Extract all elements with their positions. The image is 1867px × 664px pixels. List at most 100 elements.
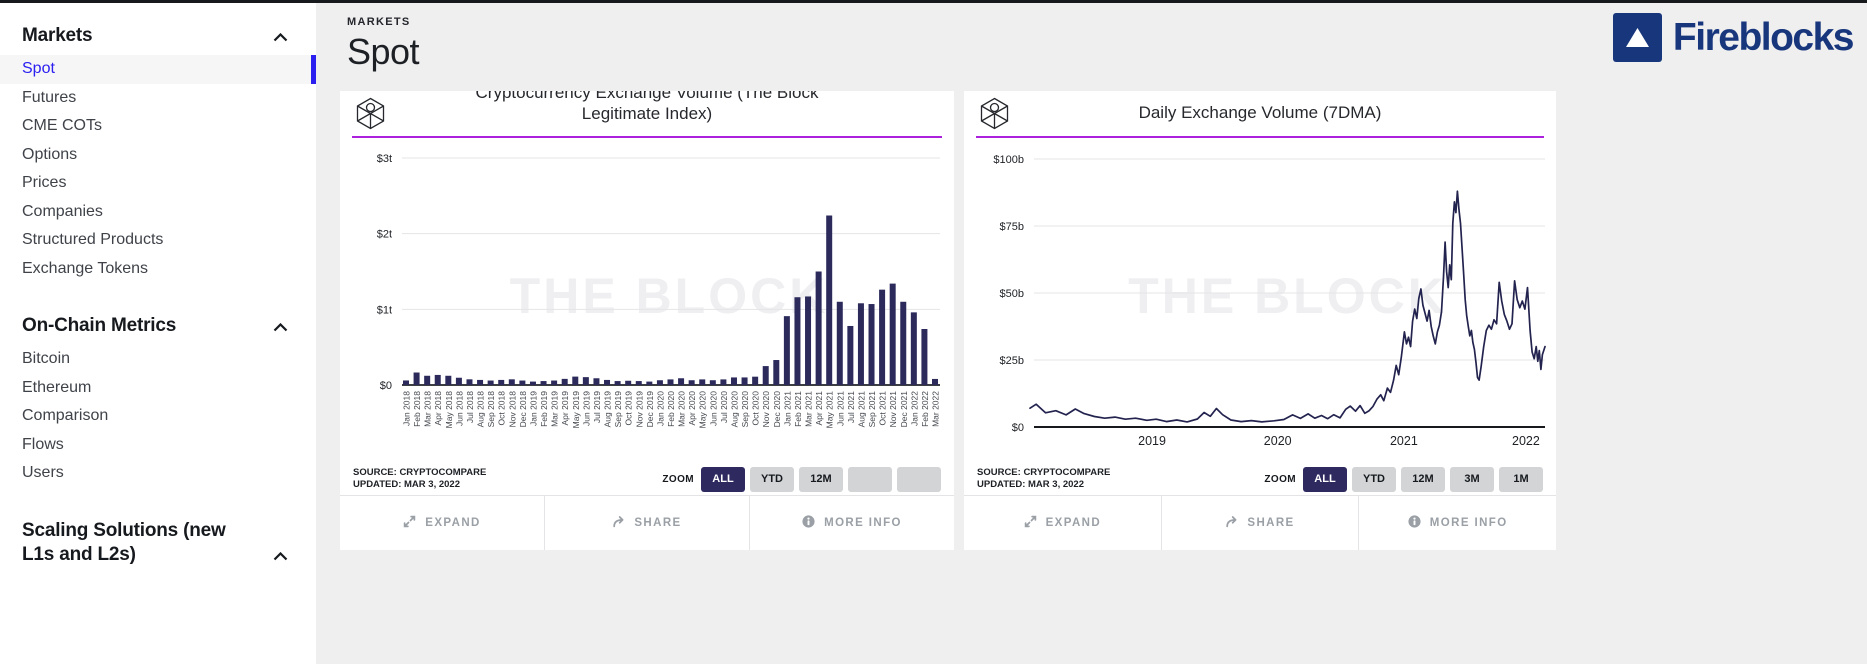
svg-text:Jun 2019: Jun 2019 bbox=[581, 391, 591, 426]
sidebar-section-title: On-Chain Metrics bbox=[22, 315, 177, 336]
svg-text:Nov 2021: Nov 2021 bbox=[888, 391, 898, 428]
svg-text:Jan 2020: Jan 2020 bbox=[655, 391, 665, 426]
svg-text:Jan 2022: Jan 2022 bbox=[909, 391, 919, 426]
svg-text:Jun 2020: Jun 2020 bbox=[708, 391, 718, 426]
chevron-up-icon bbox=[273, 323, 288, 332]
zoom-controls: ZOOM ALL YTD 12M 3M 1M bbox=[1264, 466, 1543, 492]
zoom-button-3m[interactable]: 3M bbox=[1450, 466, 1494, 492]
footer-button-label: MORE INFO bbox=[1429, 517, 1508, 529]
svg-text:May 2018: May 2018 bbox=[444, 391, 454, 429]
sidebar-section-header-on-chain-metrics[interactable]: On-Chain Metrics bbox=[0, 307, 316, 345]
zoom-button-all[interactable]: ALL bbox=[701, 466, 745, 492]
svg-text:Dec 2019: Dec 2019 bbox=[645, 391, 655, 428]
svg-text:$50b: $50b bbox=[1000, 288, 1024, 300]
zoom-button-all[interactable]: ALL bbox=[1303, 466, 1347, 492]
sidebar-item-exchange-tokens[interactable]: Exchange Tokens bbox=[22, 259, 149, 277]
sidebar-item-structured-products[interactable]: Structured Products bbox=[22, 231, 164, 248]
svg-text:$3t: $3t bbox=[377, 153, 392, 165]
footer-button-label: SHARE bbox=[1247, 517, 1295, 529]
main-content: MARKETS Spot Fireblocks Cryptocurrency E… bbox=[316, 3, 1867, 664]
the-block-logo-icon bbox=[980, 97, 1009, 135]
svg-text:Mar 2019: Mar 2019 bbox=[550, 391, 560, 427]
sidebar-section: On-Chain Metrics Bitcoin Ethereum Compariso… bbox=[0, 307, 316, 488]
share-button[interactable]: SHARE bbox=[544, 496, 749, 550]
sidebar-item-options[interactable]: Options bbox=[22, 145, 78, 163]
zoom-button-1m[interactable]: 1M bbox=[1499, 466, 1543, 492]
line-chart-daily-volume[interactable]: THE BLOCK $0 $25b $50b $75b $100b 2019 2020 2021… bbox=[964, 138, 1556, 463]
chart-meta-row: SOURCE: CRYPTOCOMPARE UPDATED: MAR 3, 20… bbox=[340, 463, 954, 495]
info-icon bbox=[802, 515, 815, 531]
footer-button-label: EXPAND bbox=[1045, 517, 1102, 529]
more-info-button[interactable]: MORE INFO bbox=[749, 496, 954, 550]
svg-text:Feb 2019: Feb 2019 bbox=[539, 391, 549, 427]
sidebar-item-prices[interactable]: Prices bbox=[22, 174, 67, 191]
svg-text:2021: 2021 bbox=[1390, 434, 1418, 448]
svg-text:$75b: $75b bbox=[1000, 221, 1024, 233]
updated-line: UPDATED: MAR 3, 2022 bbox=[977, 479, 1084, 490]
sidebar-item-bitcoin[interactable]: Bitcoin bbox=[22, 350, 71, 367]
sidebar-item-futures[interactable]: Futures bbox=[22, 88, 77, 106]
fireblocks-logo: Fireblocks bbox=[1612, 13, 1855, 62]
svg-text:Oct 2021: Oct 2021 bbox=[878, 391, 888, 426]
card-footer: EXPAND SHARE MORE INFO bbox=[340, 495, 954, 550]
chart-title-line1: Cryptocurrency Exchange Volume (The Bloc… bbox=[475, 91, 819, 102]
svg-text:Jun 2018: Jun 2018 bbox=[454, 391, 464, 426]
chart-title-line1: Daily Exchange Volume (7DMA) bbox=[1138, 103, 1382, 122]
chart-card-daily-volume: Daily Exchange Volume (7DMA) THE BLOCK $0… bbox=[964, 91, 1556, 550]
sidebar-item-ethereum[interactable]: Ethereum bbox=[22, 378, 92, 396]
chart-card-header: Cryptocurrency Exchange Volume (The Bloc… bbox=[340, 91, 954, 136]
share-icon bbox=[1225, 515, 1238, 531]
sidebar-section: Scaling Solutions (new L1s and L2s) bbox=[0, 512, 316, 574]
svg-text:Apr 2020: Apr 2020 bbox=[687, 391, 697, 426]
chart-meta-row: SOURCE: CRYPTOCOMPARE UPDATED: MAR 3, 20… bbox=[964, 463, 1556, 495]
chart-title: Cryptocurrency Exchange Volume (The Bloc… bbox=[340, 91, 954, 124]
card-footer: EXPAND SHARE MORE INFO bbox=[964, 495, 1556, 550]
svg-text:Mar 2021: Mar 2021 bbox=[804, 391, 814, 427]
source-line: SOURCE: CRYPTOCOMPARE bbox=[353, 467, 487, 478]
zoom-button-ytd[interactable]: YTD bbox=[750, 466, 794, 492]
chart-title-line2: Legitimate Index) bbox=[581, 104, 713, 123]
svg-text:Nov 2019: Nov 2019 bbox=[634, 391, 644, 428]
breadcrumb: MARKETS bbox=[347, 16, 411, 28]
expand-button[interactable]: EXPAND bbox=[964, 496, 1161, 550]
svg-text:May 2021: May 2021 bbox=[825, 391, 835, 429]
zoom-button-12m[interactable]: 12M bbox=[799, 466, 843, 492]
sidebar: Markets Spot Futures CME COTs Options Prices C… bbox=[0, 3, 316, 664]
svg-text:Jul 2021: Jul 2021 bbox=[846, 391, 856, 423]
expand-button[interactable]: EXPAND bbox=[340, 496, 544, 550]
chart-title: Daily Exchange Volume (7DMA) bbox=[964, 102, 1556, 123]
sidebar-item-cme-cots[interactable]: CME COTs bbox=[22, 117, 102, 134]
zoom-button-12m[interactable]: 12M bbox=[1401, 466, 1445, 492]
svg-text:Dec 2018: Dec 2018 bbox=[518, 391, 528, 428]
svg-text:Feb 2022: Feb 2022 bbox=[920, 391, 930, 427]
svg-text:Feb 2018: Feb 2018 bbox=[412, 391, 422, 427]
svg-text:Dec 2021: Dec 2021 bbox=[899, 391, 909, 428]
zoom-button-ytd[interactable]: YTD bbox=[1352, 466, 1396, 492]
svg-text:Sep 2018: Sep 2018 bbox=[486, 391, 496, 428]
svg-text:Oct 2020: Oct 2020 bbox=[751, 391, 761, 426]
chart-source: SOURCE: CRYPTOCOMPARE UPDATED: MAR 3, 20… bbox=[977, 467, 1110, 491]
share-button[interactable]: SHARE bbox=[1160, 496, 1359, 550]
svg-text:Mar 2020: Mar 2020 bbox=[677, 391, 687, 427]
svg-text:Jul 2020: Jul 2020 bbox=[719, 391, 729, 423]
svg-text:Feb 2020: Feb 2020 bbox=[666, 391, 676, 427]
svg-text:Oct 2018: Oct 2018 bbox=[497, 391, 507, 426]
footer-button-label: MORE INFO bbox=[824, 517, 902, 529]
sidebar-item-spot[interactable]: Spot bbox=[0, 55, 316, 84]
svg-text:Jul 2019: Jul 2019 bbox=[592, 391, 602, 423]
info-icon bbox=[1408, 515, 1421, 531]
svg-text:THE BLOCK: THE BLOCK bbox=[1128, 268, 1447, 324]
more-info-button[interactable]: MORE INFO bbox=[1358, 496, 1556, 550]
svg-text:Aug 2019: Aug 2019 bbox=[603, 391, 613, 428]
chart-card-exchange-volume: Cryptocurrency Exchange Volume (The Bloc… bbox=[340, 91, 954, 550]
sidebar-item-users[interactable]: Users bbox=[22, 464, 64, 481]
sidebar-section-header-scaling-solutions-new-l1s-and-l2s[interactable]: Scaling Solutions (new L1s and L2s) bbox=[0, 512, 316, 574]
sidebar-item-comparison[interactable]: Comparison bbox=[22, 407, 109, 424]
chevron-up-icon bbox=[273, 551, 288, 560]
sidebar-item-flows[interactable]: Flows bbox=[22, 435, 64, 453]
sidebar-section-header-markets[interactable]: Markets bbox=[0, 17, 316, 55]
svg-text:Jan 2019: Jan 2019 bbox=[528, 391, 538, 426]
svg-text:$2t: $2t bbox=[377, 229, 392, 241]
sidebar-item-companies[interactable]: Companies bbox=[22, 202, 103, 220]
